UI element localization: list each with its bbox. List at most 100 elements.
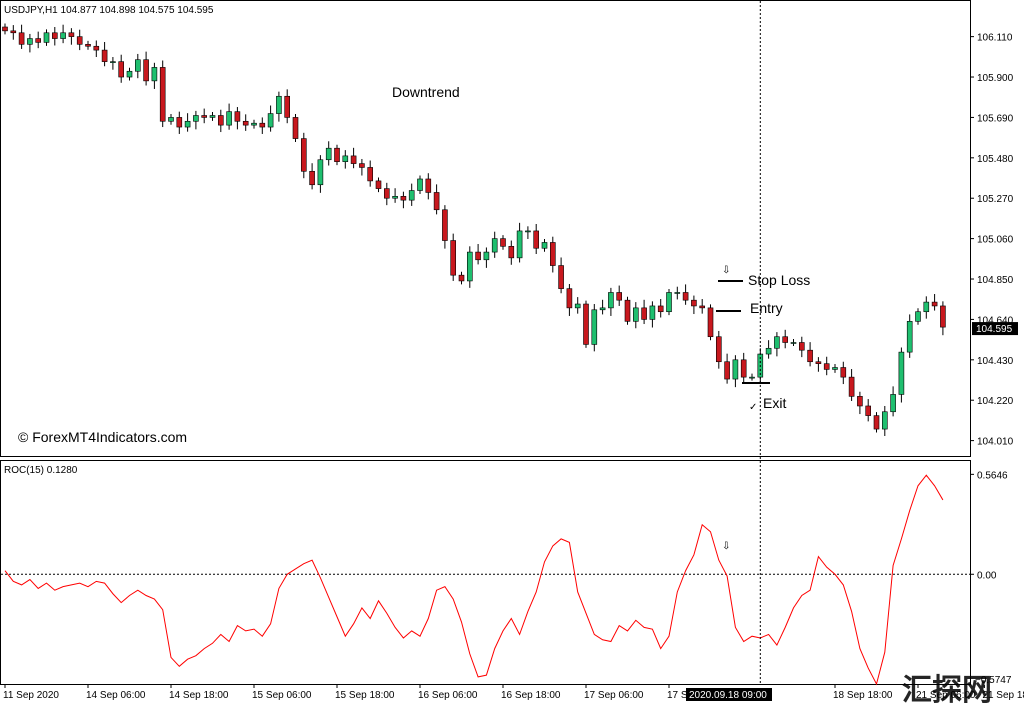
time-tick-label: 16 Sep 06:00 <box>418 690 478 701</box>
bearish-candle <box>583 300 589 348</box>
roc-panel-frame <box>0 460 971 685</box>
bearish-candle <box>641 299 647 325</box>
bullish-candle <box>226 103 232 130</box>
exit-check-icon: ✓ <box>749 402 757 413</box>
exit-label: Exit <box>763 395 786 411</box>
bullish-candle <box>135 53 141 79</box>
price-axis: 106.110 105.900 105.690 105.480 105.270 105.0… <box>970 33 1014 448</box>
time-tick-label: 21 Sep 06:00 <box>916 690 976 701</box>
bullish-candle <box>408 183 415 206</box>
roc-polyline <box>4 474 944 686</box>
price-tick-label: 105.690 <box>977 113 1014 124</box>
bearish-candle <box>840 361 847 385</box>
watermark-text: © ForexMT4Indicators.com <box>18 429 187 445</box>
bearish-candle <box>367 160 374 187</box>
roc-down-arrow-icon: ⇩ <box>722 541 730 552</box>
bearish-candle <box>823 356 830 376</box>
bullish-candle <box>898 347 905 403</box>
bearish-candle <box>940 301 946 336</box>
bullish-candle <box>774 332 780 357</box>
bearish-candle <box>176 111 183 134</box>
bullish-candle <box>541 239 548 252</box>
bearish-candle <box>2 23 8 35</box>
down-arrow-icon: ⇩ <box>722 265 730 276</box>
bearish-candle <box>873 412 880 433</box>
bearish-candle <box>118 54 124 83</box>
bullish-candle <box>209 112 216 121</box>
roc-indicator-title: ROC(15) 0.1280 <box>4 465 78 476</box>
bearish-candle <box>450 233 457 281</box>
bearish-candle <box>35 31 42 49</box>
time-tick-label: 14 Sep 06:00 <box>86 690 146 701</box>
bearish-candle <box>309 163 315 190</box>
bullish-candle <box>325 141 332 166</box>
time-tick-label: 15 Sep 06:00 <box>252 690 312 701</box>
bearish-candle <box>624 296 631 325</box>
bearish-candle <box>218 109 224 133</box>
bullish-candle <box>790 339 797 346</box>
bullish-candle <box>276 91 282 122</box>
bullish-candle <box>168 113 174 125</box>
bullish-candle <box>574 297 581 314</box>
time-axis: 11 Sep 2020 14 Sep 06:00 14 Sep 18:00 15 Se… <box>3 685 1024 701</box>
bearish-candle <box>566 284 573 316</box>
bearish-candle <box>558 257 564 294</box>
time-tick-label: 16 Sep 18:00 <box>501 690 561 701</box>
bearish-candle <box>359 158 365 176</box>
price-tick-label: 104.430 <box>977 356 1014 367</box>
bearish-candle <box>865 399 872 422</box>
bearish-candle <box>848 369 855 401</box>
bullish-candle <box>491 231 498 258</box>
bullish-candle <box>251 119 257 129</box>
bearish-candle <box>715 330 722 369</box>
bullish-candle <box>151 62 158 89</box>
bearish-candle <box>93 40 100 58</box>
downtrend-label: Downtrend <box>392 84 460 100</box>
bullish-candle <box>43 29 50 46</box>
bearish-candle <box>350 147 357 169</box>
bearish-candle <box>234 107 241 130</box>
price-tick-label: 105.270 <box>977 194 1014 205</box>
bearish-candle <box>375 177 382 193</box>
bearish-candle <box>334 144 340 166</box>
roc-tick-label: 0.00 <box>977 570 997 581</box>
candlestick-series <box>2 23 946 436</box>
bullish-candle <box>60 24 66 44</box>
bullish-candle <box>483 247 490 268</box>
bullish-candle <box>126 67 133 81</box>
bearish-candle <box>18 24 25 49</box>
bearish-candle <box>442 205 448 249</box>
bearish-candle <box>201 108 207 124</box>
price-tick-label: 105.900 <box>977 73 1014 84</box>
price-tick-label: 105.480 <box>977 154 1014 165</box>
roc-bottom-value: −0.5747 <box>975 675 1012 686</box>
bearish-candle <box>500 235 506 250</box>
bullish-candle <box>392 188 398 203</box>
bullish-candle <box>749 373 755 381</box>
bearish-candle <box>300 132 307 179</box>
bullish-candle <box>267 105 274 132</box>
bearish-candle <box>616 285 623 306</box>
bullish-candle <box>342 150 349 169</box>
bullish-candle <box>923 296 930 319</box>
bullish-candle <box>184 113 191 132</box>
bearish-candle <box>383 182 390 206</box>
price-tick-label: 104.640 <box>977 315 1014 326</box>
bearish-candle <box>508 240 515 265</box>
bearish-candle <box>159 60 166 128</box>
bullish-candle <box>732 355 739 388</box>
bearish-candle <box>782 329 789 349</box>
bearish-candle <box>284 89 291 124</box>
symbol-title: USDJPY,H1 104.877 104.898 104.575 104.59… <box>4 5 214 16</box>
bullish-candle <box>110 57 116 70</box>
bearish-candle <box>682 284 689 305</box>
bearish-candle <box>259 117 266 134</box>
bearish-candle <box>549 236 556 273</box>
bullish-candle <box>417 175 423 194</box>
bearish-candle <box>51 27 58 46</box>
bearish-candle <box>85 40 91 50</box>
bullish-candle <box>525 226 531 240</box>
entry-label: Entry <box>750 300 783 316</box>
bearish-candle <box>292 113 299 143</box>
